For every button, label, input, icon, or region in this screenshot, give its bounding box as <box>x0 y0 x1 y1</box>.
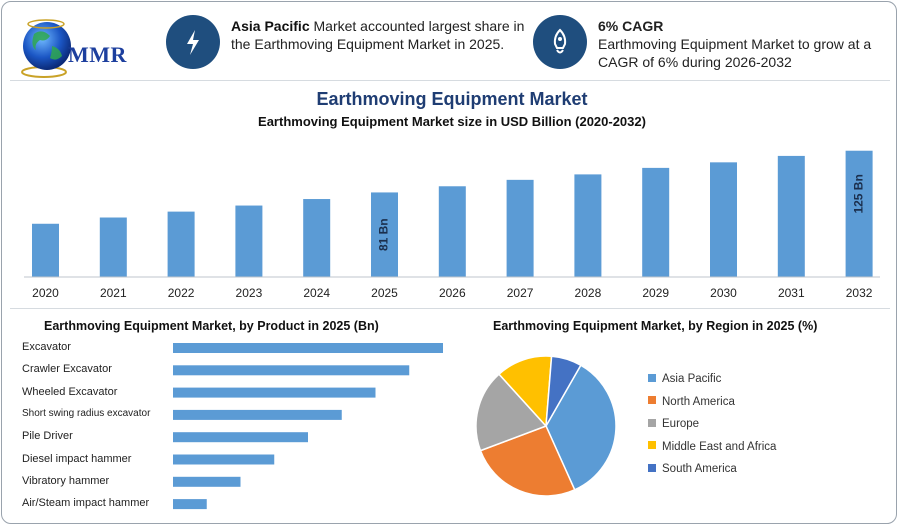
legend-swatch-4 <box>648 463 656 472</box>
main-chart-subtitle: Earthmoving Equipment Market size in USD… <box>258 114 646 129</box>
bar-2026 <box>438 186 466 277</box>
x-tick-2027: 2027 <box>507 286 534 300</box>
product-label-3: Short swing radius excavator <box>22 407 151 419</box>
data-label-2032: 125 Bn <box>851 174 865 213</box>
info-cagr: 6% CAGR Earthmoving Equipment Market to … <box>598 17 883 71</box>
x-tick-2030: 2030 <box>710 286 737 300</box>
region-chart-title: Earthmoving Equipment Market, by Region … <box>493 319 818 333</box>
pie-slice-1 <box>479 425 576 497</box>
bar-2031 <box>777 155 805 277</box>
product-label-5: Diesel impact hammer <box>22 452 132 465</box>
product-bar-chart <box>173 343 443 510</box>
product-label-1: Crawler Excavator <box>22 363 112 376</box>
legend-item-4: South America <box>648 463 737 475</box>
legend-label-4: South America <box>662 463 737 475</box>
legend-swatch-2 <box>648 418 656 427</box>
bar-2032 <box>845 150 873 277</box>
bar-2022 <box>167 211 195 277</box>
x-tick-2029: 2029 <box>642 286 669 300</box>
product-label-6: Vibratory hammer <box>22 474 110 487</box>
main-chart-title: Earthmoving Equipment Market <box>316 89 588 109</box>
legend-item-1: North America <box>648 396 735 408</box>
x-tick-2020: 2020 <box>32 286 59 300</box>
legend-item-0: Asia Pacific <box>648 373 721 385</box>
product-bar-7 <box>173 499 207 510</box>
market-size-bar-chart: 2020 2021 2022 2023 2024 2025 2026 2027 2028 2029… <box>24 150 880 300</box>
x-tick-2025: 2025 <box>371 286 398 300</box>
mmr-logo <box>14 16 144 82</box>
product-label-2: Wheeled Excavator <box>22 385 118 398</box>
legend-label-2: Europe <box>662 418 700 430</box>
x-tick-2023: 2023 <box>236 286 263 300</box>
bar-2024 <box>303 199 331 277</box>
x-tick-2021: 2021 <box>100 286 127 300</box>
bar-2023 <box>235 205 263 277</box>
product-bar-6 <box>173 476 241 487</box>
legend-item-3: Middle East and Africa <box>648 441 776 453</box>
legend-item-2: Europe <box>648 418 699 430</box>
bar-2020 <box>32 223 59 277</box>
bar-2028 <box>574 174 602 277</box>
bar-2025 <box>371 192 398 277</box>
info-asia-pacific-bold: Asia Pacific <box>231 18 310 34</box>
x-tick-2026: 2026 <box>439 286 466 300</box>
bar-2029 <box>642 167 670 277</box>
lightning-icon <box>166 15 220 69</box>
legend-label-1: North America <box>662 395 735 408</box>
product-bar-0 <box>173 343 443 353</box>
globe-icon <box>21 19 71 78</box>
product-bar-4 <box>173 432 308 443</box>
x-tick-2028: 2028 <box>575 286 602 300</box>
product-bar-5 <box>173 454 275 465</box>
legend-swatch-0 <box>648 373 656 382</box>
rocket-icon <box>533 15 587 69</box>
product-bar-1 <box>173 365 410 376</box>
product-label-4: Pile Driver <box>22 430 73 443</box>
pie-slice-2 <box>475 373 548 452</box>
product-label-0: Excavator <box>22 341 71 353</box>
region-pie-chart <box>475 355 617 497</box>
cagr-title: 6% CAGR <box>598 18 664 34</box>
info-asia-pacific-text: Market accounted largest share in the Ea… <box>231 18 525 52</box>
bar-2030 <box>710 162 737 277</box>
data-label-2025: 81 Bn <box>377 218 391 251</box>
bar-2027 <box>506 179 534 277</box>
x-tick-2024: 2024 <box>303 286 330 300</box>
product-chart-title: Earthmoving Equipment Market, by Product… <box>44 319 379 333</box>
header-divider <box>10 80 890 81</box>
legend-label-3: Middle East and Africa <box>662 440 777 453</box>
section-divider <box>10 308 890 309</box>
pie-slice-4 <box>545 355 582 427</box>
legend-swatch-3 <box>648 441 656 450</box>
info-asia-pacific: Asia Pacific Market accounted largest sh… <box>231 17 526 53</box>
product-bar-3 <box>173 409 342 420</box>
legend-swatch-1 <box>648 396 656 405</box>
bar-2021 <box>99 217 127 277</box>
x-tick-2022: 2022 <box>168 286 195 300</box>
product-bar-2 <box>173 387 376 398</box>
pie-slice-3 <box>497 355 553 428</box>
product-label-7: Air/Steam impact hammer <box>22 497 150 510</box>
cagr-text: Earthmoving Equipment Market to grow at … <box>598 36 872 70</box>
legend-label-0: Asia Pacific <box>662 373 722 385</box>
logo-text: MMR <box>68 42 127 67</box>
x-tick-2031: 2031 <box>778 286 805 300</box>
x-tick-2032: 2032 <box>846 286 873 300</box>
